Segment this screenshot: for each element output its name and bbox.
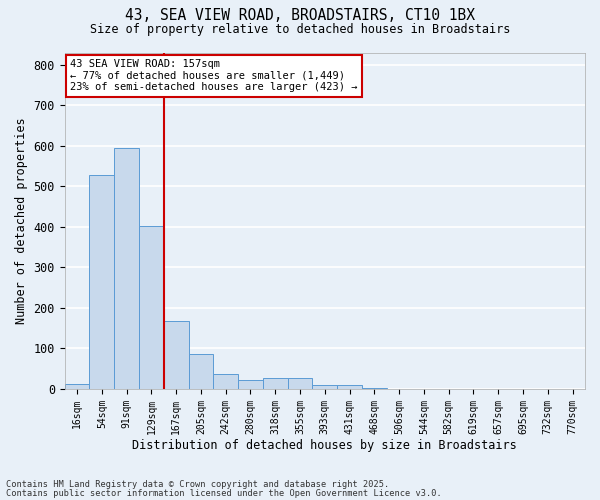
- Bar: [89, 175, 114, 389]
- Bar: [337, 384, 362, 389]
- Bar: [313, 384, 337, 389]
- Text: 43, SEA VIEW ROAD, BROADSTAIRS, CT10 1BX: 43, SEA VIEW ROAD, BROADSTAIRS, CT10 1BX: [125, 8, 475, 22]
- X-axis label: Distribution of detached houses by size in Broadstairs: Distribution of detached houses by size …: [133, 440, 517, 452]
- Bar: [263, 378, 287, 389]
- Bar: [214, 374, 238, 389]
- Y-axis label: Number of detached properties: Number of detached properties: [15, 118, 28, 324]
- Bar: [287, 378, 313, 389]
- Bar: [139, 226, 164, 389]
- Bar: [238, 380, 263, 389]
- Text: Contains public sector information licensed under the Open Government Licence v3: Contains public sector information licen…: [6, 489, 442, 498]
- Bar: [362, 388, 387, 389]
- Text: Contains HM Land Registry data © Crown copyright and database right 2025.: Contains HM Land Registry data © Crown c…: [6, 480, 389, 489]
- Text: 43 SEA VIEW ROAD: 157sqm
← 77% of detached houses are smaller (1,449)
23% of sem: 43 SEA VIEW ROAD: 157sqm ← 77% of detach…: [70, 59, 358, 92]
- Bar: [164, 321, 188, 389]
- Bar: [188, 354, 214, 389]
- Bar: [65, 384, 89, 389]
- Bar: [114, 148, 139, 389]
- Text: Size of property relative to detached houses in Broadstairs: Size of property relative to detached ho…: [90, 22, 510, 36]
